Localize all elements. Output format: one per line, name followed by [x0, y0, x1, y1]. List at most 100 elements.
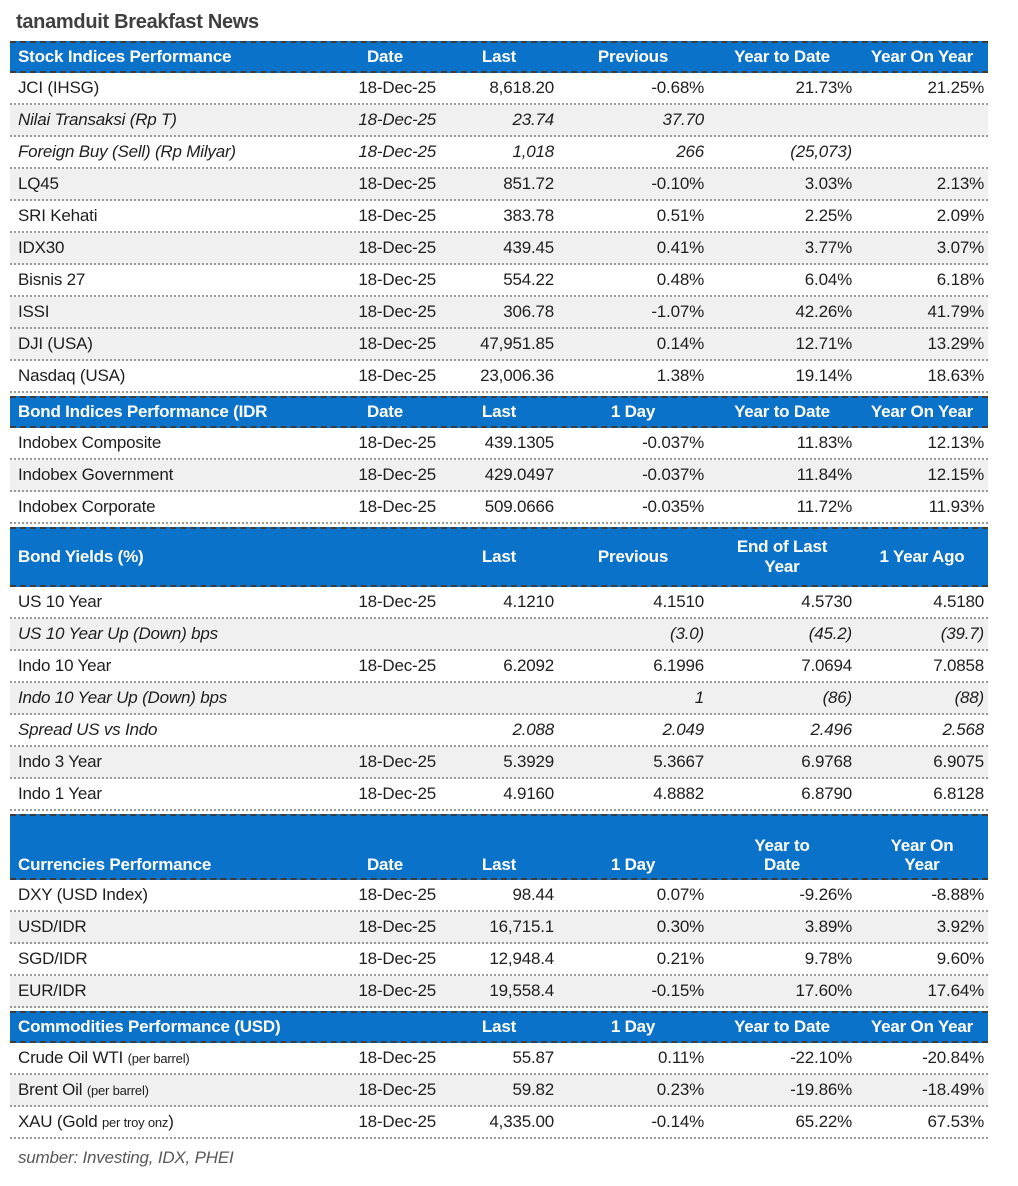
row-label: Nasdaq (USA) [18, 366, 126, 385]
cell-change: -0.14% [651, 1112, 704, 1131]
table-row: Nasdaq (USA) 18-Dec-25 23,006.36 1.38% 1… [10, 361, 988, 393]
row-label: US 10 Year Up (Down) bps [18, 624, 218, 643]
column-header-ytd: Year to Date [734, 1017, 830, 1037]
row-label: DJI (USA) [18, 334, 93, 353]
row-label: DXY (USD Index) [18, 885, 148, 904]
cell-date: 18-Dec-25 [358, 334, 436, 353]
cell-yoy: -20.84% [922, 1048, 984, 1067]
cell-date: 18-Dec-25 [358, 465, 436, 484]
table-row: Spread US vs Indo 2.088 2.049 2.496 2.56… [10, 715, 988, 747]
cell-change: -1.07% [651, 302, 704, 321]
column-header-date: Date [366, 47, 404, 67]
cell-yoy: 2.568 [942, 720, 984, 739]
cell-last: 1,018 [512, 142, 554, 161]
table-currencies: Currencies Performance Date Last 1 Day Y… [10, 814, 988, 1008]
cell-last: 98.44 [512, 885, 554, 904]
cell-yoy: 67.53% [927, 1112, 985, 1131]
cell-change: 0.11% [658, 1048, 704, 1067]
cell-yoy: 2.13% [936, 174, 984, 193]
cell-last: 2.088 [512, 720, 554, 739]
cell-last: 6.2092 [503, 656, 554, 675]
cell-change: -0.037% [642, 433, 704, 452]
table-row: EUR/IDR 18-Dec-25 19,558.4 -0.15% 17.60%… [10, 976, 988, 1008]
cell-date: 18-Dec-25 [358, 366, 436, 385]
cell-ytd: 6.8790 [801, 784, 852, 803]
table-row: Crude Oil WTI (per barrel) 18-Dec-25 55.… [10, 1043, 988, 1075]
cell-yoy: 6.9075 [933, 752, 984, 771]
table-bond-indices: Bond Indices Performance (IDR Date Last … [10, 396, 988, 524]
table-row: Indo 1 Year 18-Dec-25 4.9160 4.8882 6.87… [10, 779, 988, 811]
table-commodities: Commodities Performance (USD) Last 1 Day… [10, 1011, 988, 1139]
cell-date: 18-Dec-25 [358, 174, 436, 193]
table-row: Nilai Transaksi (Rp T) 18-Dec-25 23.74 3… [10, 105, 988, 137]
cell-last: 383.78 [503, 206, 554, 225]
cell-change: -0.68% [651, 78, 704, 97]
column-header-last: Last [481, 47, 517, 67]
table-bond-yields: Bond Yields (%) Last Previous End of Las… [10, 527, 988, 811]
cell-yoy: -8.88% [931, 885, 984, 904]
cell-ytd: (45.2) [808, 624, 852, 643]
cell-last: 12,948.4 [489, 949, 554, 968]
table-row: DJI (USA) 18-Dec-25 47,951.85 0.14% 12.7… [10, 329, 988, 361]
row-label: Foreign Buy (Sell) (Rp Milyar) [18, 142, 236, 161]
column-header-last: Last [481, 1017, 517, 1037]
cell-ytd: 6.04% [804, 270, 852, 289]
table-row: JCI (IHSG) 18-Dec-25 8,618.20 -0.68% 21.… [10, 73, 988, 105]
column-header-yoy: Year On Year [870, 402, 974, 422]
cell-ytd: 11.83% [796, 433, 852, 452]
table-stock-indices: Stock Indices Performance Date Last Prev… [10, 41, 988, 393]
row-label: XAU (Gold per troy onz) [10, 1112, 330, 1132]
cell-yoy: 12.15% [927, 465, 985, 484]
cell-last: 306.78 [503, 302, 554, 321]
row-label: Indobex Composite [18, 433, 162, 452]
cell-date: 18-Dec-25 [358, 592, 436, 611]
cell-date: 18-Dec-25 [358, 1112, 436, 1131]
cell-ytd: (86) [822, 688, 853, 707]
cell-yoy: 6.18% [936, 270, 984, 289]
section-header: Stock Indices Performance Date Last Prev… [10, 41, 988, 73]
column-header-last: Last [481, 547, 517, 567]
row-label: US 10 Year [18, 592, 103, 611]
cell-date: 18-Dec-25 [358, 885, 436, 904]
section-title: Stock Indices Performance [18, 47, 232, 67]
cell-last: 55.87 [512, 1048, 554, 1067]
cell-change: 0.21% [656, 949, 704, 968]
row-label: SGD/IDR [18, 949, 88, 968]
row-label: Indobex Corporate [18, 497, 156, 516]
cell-date: 18-Dec-25 [358, 981, 436, 1000]
row-label: Brent Oil (per barrel) [10, 1080, 330, 1100]
column-header-yoy: Year On Year [890, 835, 954, 875]
table-row: Indobex Corporate 18-Dec-25 509.0666 -0.… [10, 492, 988, 524]
column-header-last: Last [481, 855, 517, 875]
row-label: IDX30 [18, 238, 65, 257]
cell-yoy: (88) [954, 688, 985, 707]
cell-ytd: 9.78% [804, 949, 852, 968]
row-label: LQ45 [18, 174, 59, 193]
cell-date: 18-Dec-25 [358, 270, 436, 289]
row-label-part: ) [168, 1112, 174, 1131]
cell-ytd: 12.71% [795, 334, 853, 353]
cell-date: 18-Dec-25 [358, 206, 436, 225]
table-body: JCI (IHSG) 18-Dec-25 8,618.20 -0.68% 21.… [10, 73, 988, 393]
cell-yoy: (39.7) [940, 624, 984, 643]
cell-date: 18-Dec-25 [358, 302, 436, 321]
cell-date: 18-Dec-25 [358, 142, 436, 161]
cell-date: 18-Dec-25 [358, 752, 436, 771]
cell-last: 429.0497 [484, 465, 555, 484]
cell-date: 18-Dec-25 [358, 1080, 436, 1099]
cell-date: 18-Dec-25 [358, 110, 436, 129]
cell-yoy: 18.63% [927, 366, 985, 385]
column-header-yoy: Year On Year [870, 47, 974, 67]
column-header-date: Date [366, 855, 404, 875]
cell-ytd: 2.25% [804, 206, 852, 225]
table-row: US 10 Year Up (Down) bps (3.0) (45.2) (3… [10, 619, 988, 651]
row-label: Indo 10 Year [18, 656, 112, 675]
cell-change: 0.48% [656, 270, 704, 289]
section-header: Bond Yields (%) Last Previous End of Las… [10, 527, 988, 587]
column-header-date: Date [366, 402, 404, 422]
cell-yoy: -18.49% [922, 1080, 984, 1099]
section-title: Bond Indices Performance (IDR [18, 402, 268, 422]
source-note: sumber: Investing, IDX, PHEI [18, 1148, 234, 1167]
section-title: Currencies Performance [18, 855, 212, 875]
cell-date: 18-Dec-25 [358, 917, 436, 936]
